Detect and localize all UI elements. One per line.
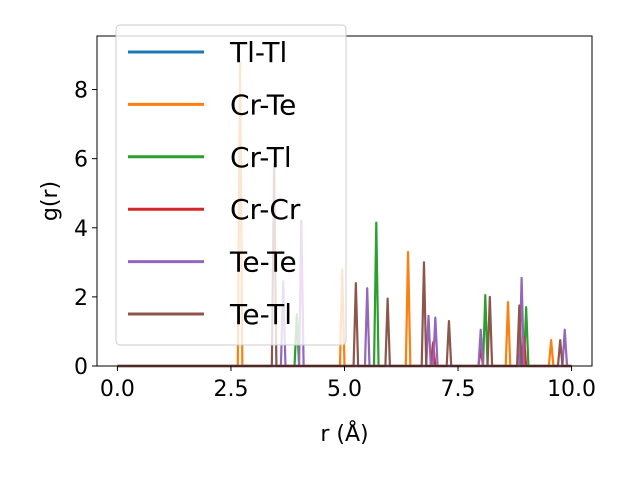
legend-label-te-te: Te-Te [229, 246, 297, 279]
x-tick-label: 10.0 [547, 377, 596, 402]
legend: Tl-Tl Cr-Te Cr-Tl Cr-Cr Te-Te Te-Tl [115, 24, 347, 346]
legend-label-cr-tl: Cr-Tl [230, 141, 292, 174]
x-axis-ticks: 0.0 2.5 5.0 7.5 10.0 [100, 366, 596, 402]
y-axis-ticks: 0 2 4 6 8 [74, 79, 97, 380]
legend-label-cr-te: Cr-Te [230, 88, 296, 121]
legend-box [115, 24, 347, 346]
x-axis-label: r (Å) [320, 420, 368, 447]
y-tick-label: 4 [74, 217, 88, 242]
legend-label-te-tl: Te-Tl [229, 298, 292, 331]
y-tick-label: 0 [74, 355, 88, 380]
x-tick-label: 2.5 [213, 377, 248, 402]
legend-label-tl-tl: Tl-Tl [229, 36, 287, 69]
x-tick-label: 7.5 [441, 377, 476, 402]
legend-label-cr-cr: Cr-Cr [230, 193, 301, 226]
y-axis-label: g(r) [38, 181, 63, 221]
y-tick-label: 2 [74, 286, 88, 311]
x-tick-label: 0.0 [100, 377, 135, 402]
y-tick-label: 6 [74, 148, 88, 173]
x-tick-label: 5.0 [327, 377, 362, 402]
y-tick-label: 8 [74, 79, 88, 104]
